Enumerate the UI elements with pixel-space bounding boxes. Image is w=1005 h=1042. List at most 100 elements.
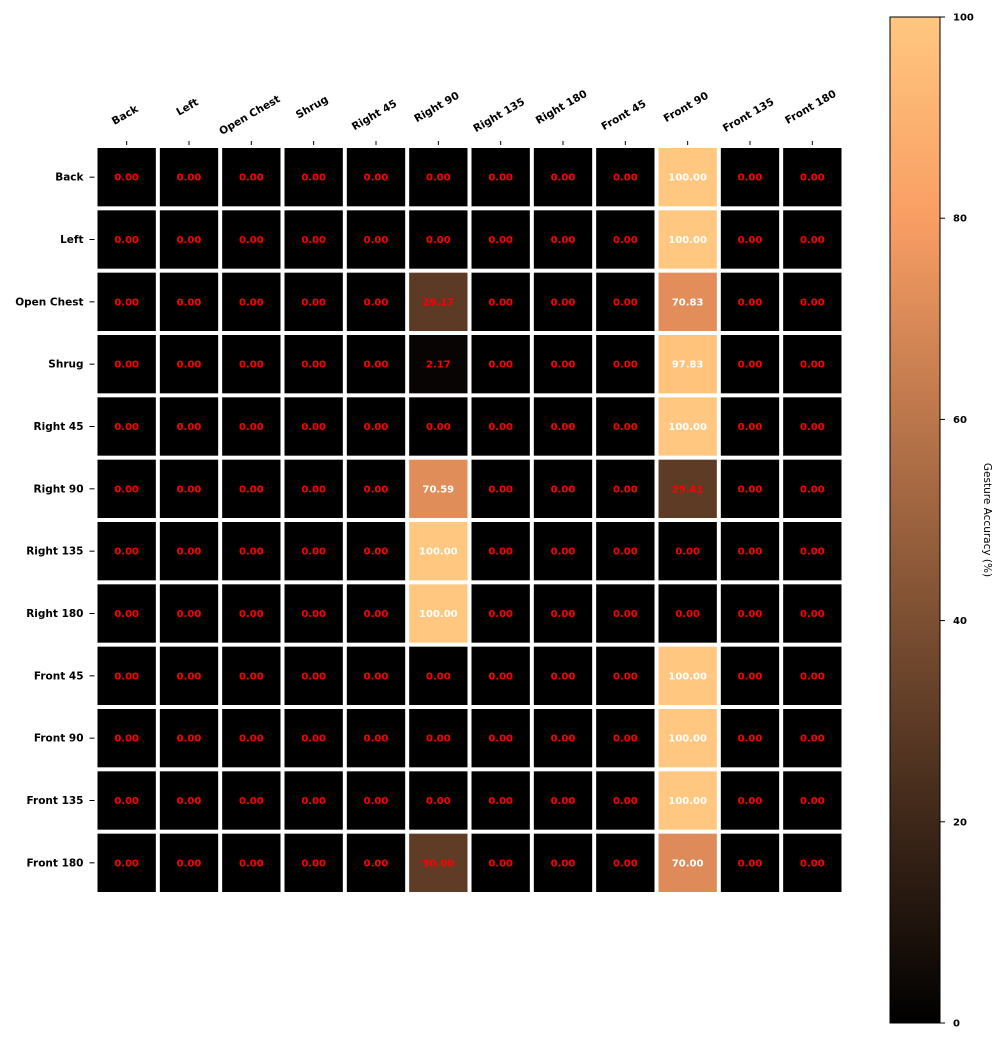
heatmap-cell [783, 210, 842, 269]
cell-value-label: 0.00 [551, 796, 576, 807]
colorbar-gradient [889, 16, 941, 1024]
heatmap-cell [159, 335, 219, 394]
cell-value-label: 29.17 [423, 297, 455, 308]
cell-value-label: 0.00 [114, 235, 139, 246]
cell-value-label: 0.00 [364, 360, 389, 371]
cell-value-label: 0.00 [613, 360, 638, 371]
heatmap-cell [658, 771, 717, 830]
heatmap-cell [720, 771, 780, 830]
heatmap-cell [284, 272, 343, 331]
heatmap-cell [284, 335, 343, 394]
heatmap-cell [533, 522, 593, 581]
cell-value-label: 0.00 [613, 609, 638, 620]
cell-value-label: 0.00 [613, 297, 638, 308]
heatmap-cell [783, 397, 842, 456]
heatmap-cell [596, 584, 655, 643]
heatmap-cell [97, 335, 156, 394]
cell-value-label: 100.00 [668, 796, 707, 807]
cell-value-label: 0.00 [177, 547, 202, 558]
heatmap-cell [284, 459, 343, 518]
cell-value-label: 0.00 [613, 796, 638, 807]
x-tick-label: Left [174, 96, 200, 118]
heatmap-cell [222, 833, 281, 892]
cell-value-label: 0.00 [114, 547, 139, 558]
heatmap-cell [97, 646, 156, 705]
cell-value-label: 0.00 [426, 235, 451, 246]
colorbar-tick-label: 40 [953, 616, 967, 627]
heatmap-cell [97, 397, 156, 456]
cell-value-label: 0.00 [301, 297, 326, 308]
cell-value-label: 0.00 [364, 858, 389, 869]
heatmap-cell [222, 272, 281, 331]
cell-value-label: 0.00 [177, 796, 202, 807]
cell-value-label: 0.00 [488, 858, 513, 869]
cell-value-label: 100.00 [668, 671, 707, 682]
heatmap-cell [783, 771, 842, 830]
cell-value-label: 100.00 [419, 547, 458, 558]
cell-value-label: 0.00 [800, 547, 825, 558]
heatmap-cell [346, 646, 406, 705]
heatmap-cell [346, 335, 406, 394]
x-tick-label: Front 135 [721, 96, 776, 135]
cell-value-label: 0.00 [426, 796, 451, 807]
cell-value-label: 0.00 [364, 734, 389, 745]
cell-value-label: 0.00 [738, 235, 763, 246]
cell-value-label: 0.00 [239, 422, 264, 433]
cell-value-label: 0.00 [364, 484, 389, 495]
cell-value-label: 0.00 [426, 671, 451, 682]
heatmap-cell [533, 210, 593, 269]
colorbar-tick-label: 100 [953, 13, 974, 24]
cell-value-label: 0.00 [738, 671, 763, 682]
heatmap-cell [783, 522, 842, 581]
cell-value-label: 0.00 [239, 360, 264, 371]
heatmap-cell [97, 584, 156, 643]
heatmap-cell [596, 833, 655, 892]
heatmap-cell [783, 646, 842, 705]
y-tick-label: Front 135 [27, 795, 84, 807]
heatmap-cell [658, 522, 717, 581]
cell-value-label: 0.00 [488, 173, 513, 184]
heatmap-cell [284, 646, 343, 705]
cell-value-label: 0.00 [177, 235, 202, 246]
heatmap-cell [409, 397, 468, 456]
cell-value-label: 0.00 [301, 609, 326, 620]
heatmap-cell [471, 646, 530, 705]
cell-value-label: 0.00 [551, 734, 576, 745]
heatmap-cell [658, 397, 717, 456]
cell-value-label: 0.00 [364, 297, 389, 308]
heatmap-cell [533, 272, 593, 331]
heatmap-cell [720, 833, 780, 892]
x-tick-label: Front 90 [662, 90, 711, 125]
x-tick-label: Right 135 [471, 96, 527, 135]
heatmap-cell [658, 459, 717, 518]
y-tick-label: Right 45 [34, 421, 84, 433]
heatmap-cell [658, 646, 717, 705]
cell-value-label: 29.41 [672, 484, 704, 495]
heatmap-cell [284, 210, 343, 269]
y-tick-label: Right 180 [26, 608, 83, 620]
heatmap-cell [596, 335, 655, 394]
heatmap-cell [533, 709, 593, 768]
heatmap-cell [97, 272, 156, 331]
cell-value-label: 0.00 [551, 671, 576, 682]
cell-value-label: 0.00 [488, 297, 513, 308]
heatmap-cell [783, 833, 842, 892]
cell-value-label: 0.00 [613, 858, 638, 869]
heatmap-cell [222, 335, 281, 394]
heatmap-cell [97, 771, 156, 830]
cell-value-label: 0.00 [239, 547, 264, 558]
heatmap-cell [596, 210, 655, 269]
cell-value-label: 0.00 [738, 734, 763, 745]
heatmap-cell [533, 646, 593, 705]
cell-value-label: 0.00 [301, 484, 326, 495]
heatmap-cell [284, 833, 343, 892]
heatmap-cell [222, 584, 281, 643]
cell-value-label: 0.00 [364, 547, 389, 558]
cell-value-label: 0.00 [800, 422, 825, 433]
heatmap-cell [783, 148, 842, 207]
cell-value-label: 0.00 [488, 484, 513, 495]
heatmap-cell [533, 459, 593, 518]
heatmap-cell [596, 709, 655, 768]
heatmap-cell [471, 397, 530, 456]
cell-value-label: 0.00 [488, 734, 513, 745]
